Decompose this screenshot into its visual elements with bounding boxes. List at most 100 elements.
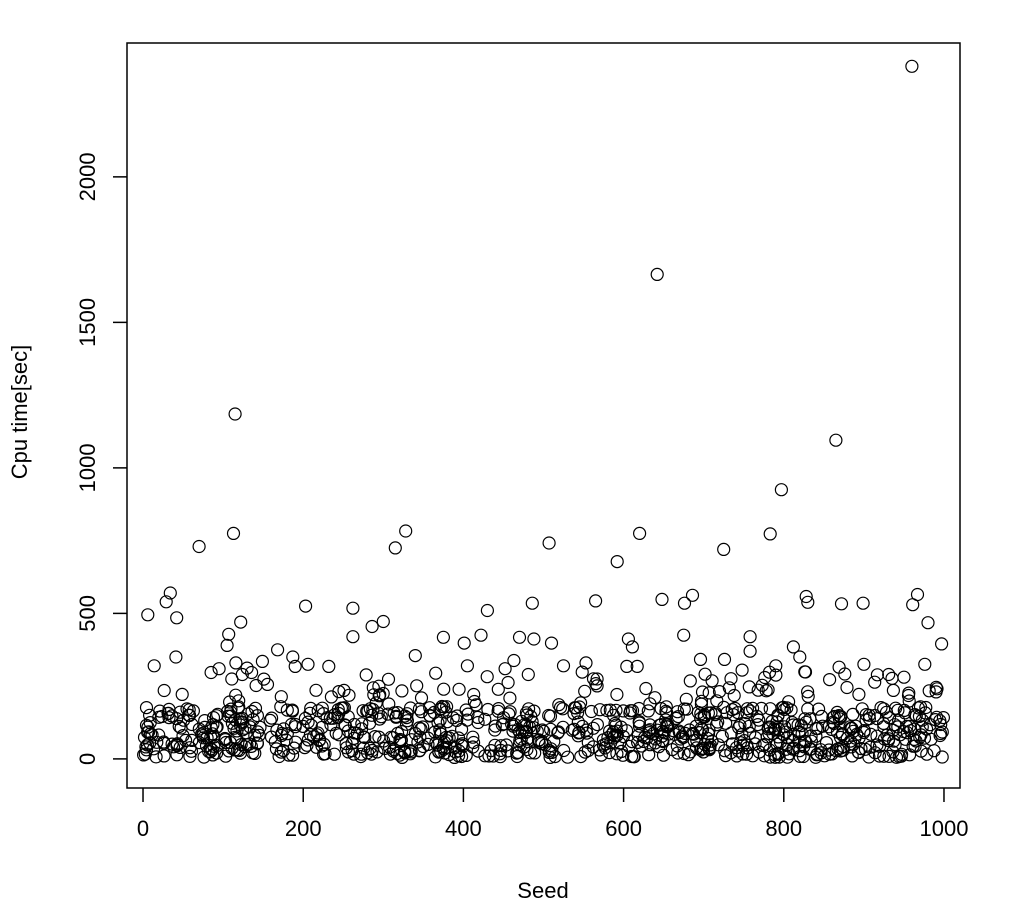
data-point xyxy=(834,597,849,611)
data-point xyxy=(455,722,469,737)
data-point xyxy=(935,750,949,764)
data-point xyxy=(743,630,757,644)
data-point xyxy=(544,636,559,650)
data-point xyxy=(801,702,815,716)
data-point xyxy=(911,701,926,715)
data-point xyxy=(192,539,206,554)
data-point xyxy=(544,742,558,756)
data-point xyxy=(920,747,934,761)
data-point xyxy=(801,689,815,704)
data-point xyxy=(856,596,870,610)
data-point xyxy=(630,735,645,750)
data-point xyxy=(404,733,419,747)
data-point xyxy=(174,721,188,735)
data-point xyxy=(436,740,450,754)
data-point xyxy=(672,725,687,740)
data-point xyxy=(552,698,566,712)
data-point xyxy=(170,739,184,753)
data-point xyxy=(498,662,512,676)
data-point xyxy=(729,741,744,755)
data-point xyxy=(452,682,466,696)
data-point xyxy=(287,741,301,755)
data-point xyxy=(469,698,483,712)
data-point xyxy=(683,674,697,688)
data-point xyxy=(934,637,949,651)
data-point xyxy=(885,671,899,686)
data-point xyxy=(219,735,233,750)
data-point xyxy=(373,688,387,702)
data-point xyxy=(756,738,770,753)
data-point xyxy=(301,657,315,671)
data-point xyxy=(912,709,927,724)
data-point xyxy=(922,684,936,698)
data-point xyxy=(933,714,947,728)
data-point xyxy=(488,723,502,737)
data-point xyxy=(719,716,733,730)
data-point xyxy=(735,663,749,677)
data-point xyxy=(671,746,685,760)
data-point xyxy=(610,554,624,569)
data-point xyxy=(685,588,700,602)
data-point xyxy=(183,749,197,764)
data-point xyxy=(603,703,617,717)
x-tick-label: 1000 xyxy=(920,816,969,841)
data-point xyxy=(416,720,430,734)
x-axis: 0 200 400 600 800 1000 xyxy=(137,788,969,841)
data-point xyxy=(694,707,708,721)
data-point xyxy=(679,692,693,706)
data-point xyxy=(793,650,807,664)
data-point xyxy=(795,727,809,741)
data-point xyxy=(173,740,187,755)
data-point xyxy=(656,724,670,739)
data-point xyxy=(149,750,163,764)
data-point xyxy=(315,720,329,735)
data-point xyxy=(205,727,220,741)
data-point xyxy=(507,653,521,668)
data-point xyxy=(414,691,429,705)
data-point xyxy=(210,720,224,734)
data-point xyxy=(403,747,417,761)
data-point xyxy=(641,704,655,718)
data-point xyxy=(694,711,708,726)
data-point xyxy=(782,747,796,761)
data-point xyxy=(169,650,183,664)
data-point xyxy=(428,725,442,739)
data-point xyxy=(787,727,801,742)
data-point xyxy=(905,59,919,73)
data-point xyxy=(381,707,395,721)
data-point xyxy=(740,738,754,752)
data-point xyxy=(625,704,640,718)
data-point xyxy=(717,652,732,667)
data-point xyxy=(440,700,454,714)
x-tick-label: 0 xyxy=(137,816,149,841)
data-point xyxy=(488,719,502,733)
data-point xyxy=(235,667,249,682)
data-point xyxy=(703,740,717,755)
data-point xyxy=(139,700,154,715)
data-point xyxy=(758,670,772,685)
data-point xyxy=(801,595,815,609)
data-point xyxy=(543,722,558,736)
data-point xyxy=(429,736,443,750)
data-point xyxy=(824,722,839,737)
data-point xyxy=(480,603,494,618)
data-point xyxy=(632,701,646,716)
data-point xyxy=(702,686,716,700)
data-point xyxy=(350,726,364,740)
data-point xyxy=(356,704,370,718)
data-point xyxy=(207,739,221,753)
data-point xyxy=(145,728,159,742)
data-point xyxy=(712,684,727,699)
data-point xyxy=(652,740,666,754)
data-point xyxy=(654,701,668,716)
data-point xyxy=(139,718,154,732)
data-point xyxy=(919,700,933,715)
data-point xyxy=(650,723,665,737)
data-point xyxy=(553,700,568,715)
data-point xyxy=(520,742,534,757)
data-point xyxy=(361,746,375,760)
data-point xyxy=(170,611,184,625)
data-point xyxy=(440,734,454,748)
data-point xyxy=(881,733,896,748)
data-point xyxy=(759,684,773,698)
